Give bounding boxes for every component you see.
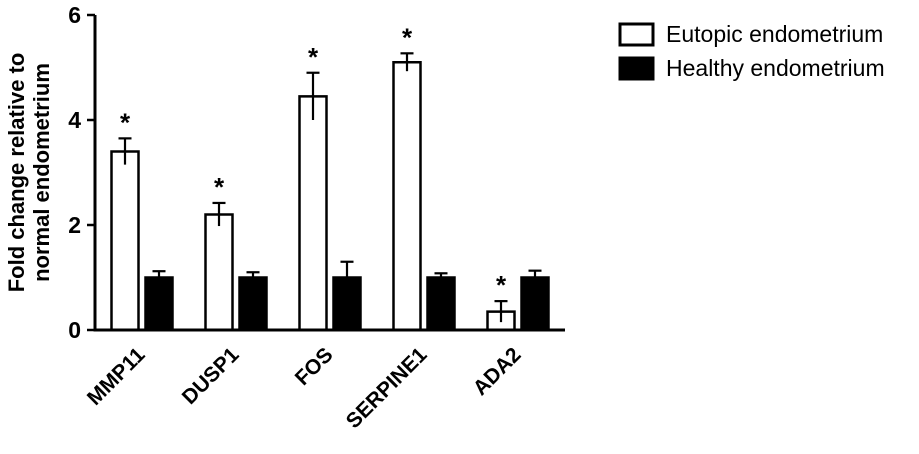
- legend-label-healthy: Healthy endometrium: [666, 55, 885, 81]
- x-category-label-ada2: ADA2: [469, 343, 526, 400]
- significance-asterisk: *: [308, 42, 319, 72]
- significance-asterisk: *: [214, 172, 225, 202]
- bar-ada2-healthy: [520, 276, 550, 332]
- y-tick-label: 2: [68, 212, 81, 238]
- bar-dusp1-eutopic: [204, 213, 234, 332]
- bar-mmp11-eutopic: [110, 150, 140, 332]
- x-category-label-dusp1: DUSP1: [178, 343, 244, 409]
- x-category-label-mmp11: MMP11: [83, 343, 150, 410]
- legend-swatch-healthy: [618, 56, 655, 81]
- bar-fos-eutopic: [298, 95, 328, 332]
- bar-dusp1-healthy: [238, 276, 268, 332]
- bar-serpine1-healthy: [426, 276, 456, 332]
- bar-mmp11-healthy: [144, 276, 174, 332]
- significance-asterisk: *: [496, 270, 507, 300]
- y-axis-title-line-1: Fold change relative to: [4, 53, 29, 293]
- x-category-label-fos: FOS: [291, 343, 338, 390]
- y-axis-title-line-2: normal endometrium: [29, 63, 54, 282]
- bar-serpine1-eutopic: [392, 61, 422, 332]
- y-tick-label: 0: [68, 317, 81, 343]
- y-tick-label: 6: [68, 2, 81, 28]
- legend-label-eutopic: Eutopic endometrium: [666, 21, 883, 47]
- significance-asterisk: *: [120, 107, 131, 137]
- y-tick-label: 4: [68, 107, 81, 133]
- significance-asterisk: *: [402, 22, 413, 52]
- legend-swatch-eutopic: [618, 22, 655, 47]
- x-category-label-serpine1: SERPINE1: [342, 343, 432, 433]
